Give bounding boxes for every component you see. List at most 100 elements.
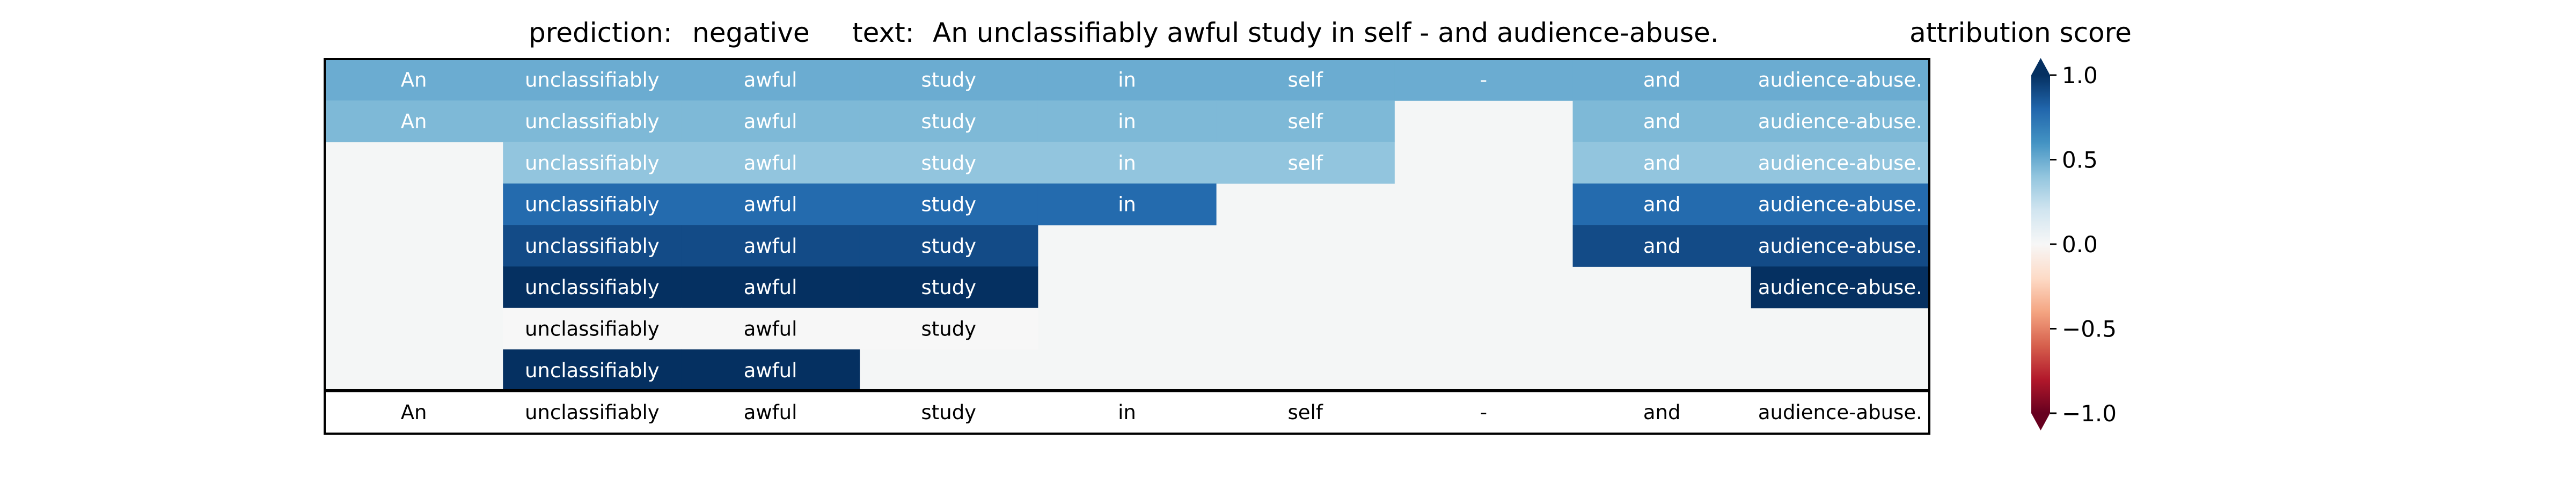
colorbar (2031, 75, 2050, 413)
heatmap-cell (503, 308, 682, 350)
cell-token-label: in (1118, 193, 1136, 216)
cell-token-label: study (921, 193, 976, 216)
cell-token-label: An (401, 69, 427, 92)
heatmap-frame (324, 58, 1930, 435)
cell-token-label: An (401, 110, 427, 133)
cell-token-label: awful (744, 317, 797, 340)
colorbar-ticks: 1.0 0.5 0.0 −0.5 −1.0 (2050, 62, 2117, 427)
cell-token-label: awful (744, 235, 797, 258)
heatmap-cell (503, 183, 682, 225)
token-label: unclassifiably (525, 401, 660, 424)
cell-token-label: and (1643, 69, 1681, 92)
cell-token-label: study (921, 110, 976, 133)
cell-token-label: in (1118, 151, 1136, 174)
heatmap-cell (1216, 100, 1395, 143)
cell-token-label: study (921, 276, 976, 299)
heatmap-cell (325, 100, 503, 143)
heatmap-cell (1037, 142, 1217, 184)
cell-token-label: unclassifiably (525, 151, 660, 174)
token-label: awful (744, 401, 797, 424)
heatmap-cell (1751, 142, 1930, 184)
heatmap-cell (859, 308, 1038, 350)
heatmap-cell (1394, 59, 1574, 101)
colorbar-tick-label: −1.0 (2062, 400, 2117, 427)
cell-token-label: unclassifiably (525, 276, 660, 299)
cell-token-label: study (921, 69, 976, 92)
cell-token-label: unclassifiably (525, 110, 660, 133)
heatmap-cell (1037, 100, 1217, 143)
cell-token-label: awful (744, 110, 797, 133)
heatmap-cell (503, 225, 682, 267)
heatmap-cell (1751, 100, 1930, 143)
heatmap-cell (503, 100, 682, 143)
heatmap-cell (681, 349, 860, 391)
heatmap-cell (1037, 59, 1217, 101)
cell-token-label: and (1643, 193, 1681, 216)
cell-token-label: and (1643, 235, 1681, 258)
heatmap-cell (859, 266, 1038, 309)
heatmap-cell (681, 59, 860, 101)
heatmap-cell (859, 142, 1038, 184)
cell-token-label: self (1288, 151, 1323, 174)
heatmap-cell (325, 59, 503, 101)
cell-token-label: study (921, 317, 976, 340)
heatmap-cell (1751, 183, 1930, 225)
heatmap-cell (859, 59, 1038, 101)
prediction-label: prediction: (529, 17, 672, 48)
heatmap-cell (503, 59, 682, 101)
cell-token-label: awful (744, 193, 797, 216)
heatmap-cell (681, 142, 860, 184)
cell-token-label: study (921, 235, 976, 258)
heatmap-cell (859, 183, 1038, 225)
colorbar-bottom-extend (2031, 413, 2050, 430)
colorbar-label: attribution score (1909, 17, 2132, 48)
heatmap-cell (859, 100, 1038, 143)
colorbar-top-extend (2031, 58, 2050, 75)
cell-token-label: awful (744, 69, 797, 92)
colorbar-tick-label: 1.0 (2062, 62, 2098, 89)
token-label: - (1480, 401, 1487, 424)
token-row: An unclassifiably awful study in self - and audi… (401, 401, 1922, 424)
cell-token-label: audience-abuse. (1758, 193, 1922, 216)
cell-token-label: self (1288, 110, 1323, 133)
cell-token-label: unclassifiably (525, 193, 660, 216)
heatmap-cell (503, 142, 682, 184)
cell-token-label: unclassifiably (525, 359, 660, 382)
heatmap-cell (1751, 225, 1930, 267)
heatmap-cell (503, 266, 682, 309)
heatmap-cell (681, 225, 860, 267)
cell-token-label: unclassifiably (525, 317, 660, 340)
heatmap-cell (1572, 100, 1752, 143)
cell-token-label: audience-abuse. (1758, 276, 1922, 299)
heatmap-cell (503, 349, 682, 391)
heatmap-cell (1572, 183, 1752, 225)
text-value: An unclassifiably awful study in self - … (933, 17, 1719, 48)
token-label: study (921, 401, 976, 424)
cell-token-label: self (1288, 69, 1323, 92)
heatmap-cell (1216, 59, 1395, 101)
heatmap-cell (1572, 225, 1752, 267)
cell-token-label: awful (744, 276, 797, 299)
prediction-value: negative (692, 17, 810, 48)
token-label: in (1118, 401, 1136, 424)
text-label: text: (852, 17, 914, 48)
cell-token-label: audience-abuse. (1758, 69, 1922, 92)
heatmap-cell (1751, 266, 1930, 309)
heatmap-cell (681, 266, 860, 309)
cell-token-label: in (1118, 110, 1136, 133)
heatmap-cell (1751, 59, 1930, 101)
cell-token-label: awful (744, 359, 797, 382)
cell-token-label: audience-abuse. (1758, 110, 1922, 133)
heatmap-cells: An unclassifiably awful study in self - and audi… (325, 59, 1930, 391)
heatmap-cell (1037, 183, 1217, 225)
token-label: and (1643, 401, 1681, 424)
cell-token-label: and (1643, 151, 1681, 174)
cell-token-label: study (921, 151, 976, 174)
heatmap-cell (1572, 142, 1752, 184)
cell-token-label: awful (744, 151, 797, 174)
token-label: self (1288, 401, 1323, 424)
token-label: audience-abuse. (1758, 401, 1922, 424)
heatmap-cell (681, 183, 860, 225)
cell-token-label: in (1118, 69, 1136, 92)
